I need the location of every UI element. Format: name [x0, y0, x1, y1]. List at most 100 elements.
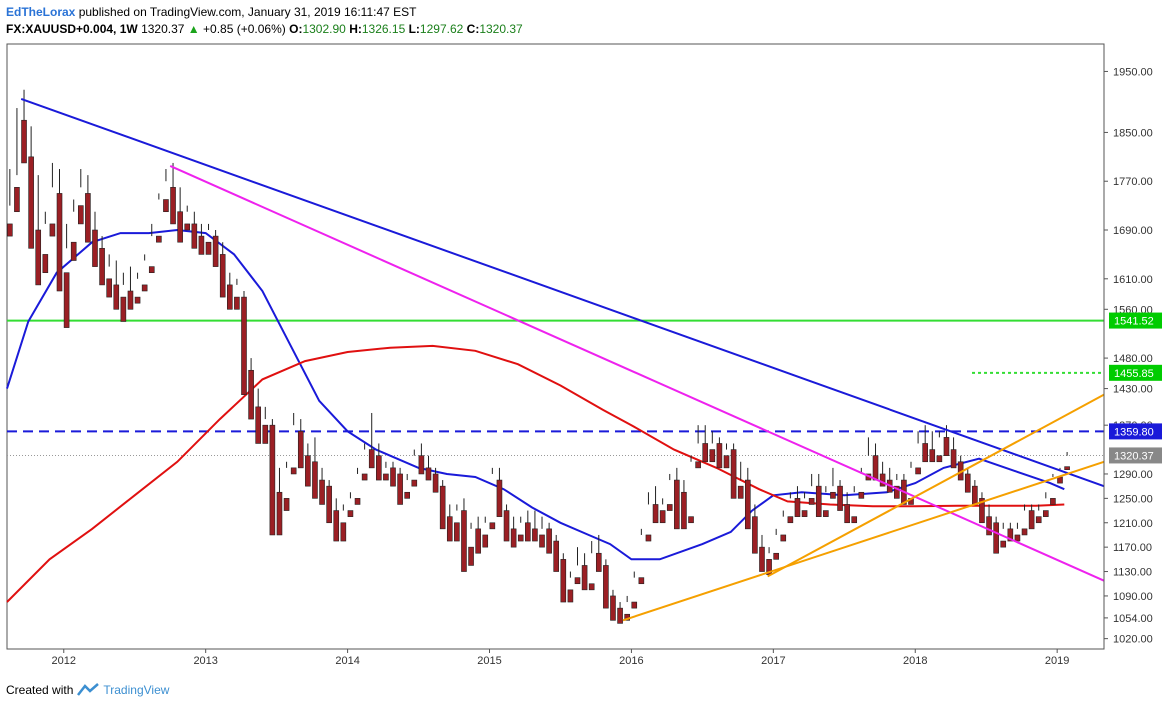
candle-body [49, 223, 56, 237]
price-tick-label: 1950.00 [1113, 66, 1153, 78]
candle-body [163, 199, 169, 213]
candle-body [879, 473, 886, 487]
candle-body [510, 528, 517, 548]
candle-body [496, 479, 503, 517]
candle-body [241, 296, 247, 395]
candle-body [461, 510, 467, 572]
candle-body [276, 491, 283, 536]
trend-line[interactable] [169, 165, 1105, 582]
candle-body [297, 430, 304, 469]
candle-body [42, 254, 49, 274]
candle-body [525, 522, 531, 542]
candle-body [851, 516, 858, 524]
time-tick-label: 2017 [761, 655, 785, 667]
candle-body [319, 479, 325, 505]
candle-body [808, 498, 815, 505]
candle-body [922, 443, 928, 463]
published-text: published on TradingView.com, January 31… [78, 5, 417, 19]
candle-body [376, 455, 382, 481]
candle-body [560, 559, 567, 603]
close-value: 1320.37 [479, 22, 523, 36]
candle-body [929, 449, 936, 463]
candle-body [198, 235, 205, 255]
candle-body [63, 272, 70, 328]
candle-body [894, 485, 900, 499]
candle-body [269, 424, 276, 536]
candle-body [482, 534, 489, 548]
trend-line[interactable] [767, 393, 1105, 578]
candle-body [191, 223, 198, 249]
candle-body [858, 491, 865, 499]
candle-body [730, 449, 737, 499]
price-tag-label: 1541.52 [1114, 316, 1154, 328]
trend-line[interactable] [20, 97, 1105, 488]
price-tag [1109, 364, 1162, 381]
price-tick-label: 1770.00 [1113, 176, 1153, 188]
candle-body [844, 504, 850, 524]
candle-body [1064, 466, 1070, 470]
price-tag-label: 1455.85 [1114, 368, 1154, 380]
candle-body [156, 235, 162, 243]
candle-body [99, 248, 105, 286]
trend-line[interactable] [622, 460, 1105, 622]
tradingview-logo-icon [77, 683, 100, 696]
moving-averages [6, 228, 1065, 603]
candle-body [659, 510, 666, 524]
candle-body [1000, 540, 1007, 548]
candle-body [695, 461, 701, 469]
candle-body [120, 296, 127, 322]
candle-body [567, 589, 574, 603]
candle-body [823, 510, 829, 517]
candle-body [404, 491, 410, 499]
candle-body [77, 205, 84, 225]
candle-body [177, 211, 183, 243]
price-axis[interactable]: 1950.001850.001770.001690.001610.001560.… [1103, 44, 1153, 649]
candle-body [347, 510, 354, 517]
candle-body [702, 443, 709, 463]
candle-body [950, 449, 957, 469]
tradingview-brand-link[interactable]: TradingView [103, 683, 170, 697]
moving-average-line [6, 228, 1065, 561]
candle-body [688, 516, 694, 524]
candle-body [475, 528, 481, 554]
author-name[interactable]: EdTheLorax [6, 5, 76, 19]
price-tick-label: 1090.00 [1113, 591, 1153, 603]
horizontal-lines[interactable] [7, 319, 1104, 456]
time-tick-label: 2019 [1045, 655, 1069, 667]
candle-body [425, 467, 432, 481]
open-value: 1302.90 [302, 22, 346, 36]
candle-body [184, 223, 191, 231]
trend-lines[interactable] [20, 97, 1105, 622]
candle-body [993, 522, 999, 554]
candle-body [1050, 498, 1056, 505]
candle-body [340, 522, 347, 542]
time-axis[interactable]: 2012 2013 2014 2015 2016 2017 2018 2019 [7, 648, 1104, 667]
candle-body [801, 510, 808, 517]
candle-body [915, 467, 921, 475]
candle-body [631, 601, 638, 609]
candle-body [212, 235, 219, 267]
candle-body [141, 284, 148, 292]
candle-body [666, 504, 673, 511]
price-tick-label: 1480.00 [1113, 353, 1153, 365]
price-tag-label: 1320.37 [1114, 450, 1154, 462]
candle-body [1021, 528, 1028, 536]
candle-body [1028, 510, 1035, 530]
up-arrow-icon: ▲ [187, 22, 200, 36]
candle-body [468, 546, 474, 566]
candle-body [652, 504, 659, 524]
candle-body [234, 296, 240, 310]
candle-body [312, 461, 318, 499]
candle-body [28, 156, 34, 249]
price-tick-label: 1170.00 [1113, 542, 1152, 554]
candle-body [148, 266, 155, 274]
candle-body [383, 473, 389, 481]
candle-body [361, 473, 368, 481]
candle-body [603, 565, 609, 609]
candle-body [411, 479, 418, 487]
price-tick-label: 1020.00 [1113, 634, 1153, 646]
price-tick-label: 1250.00 [1113, 493, 1153, 505]
price-tags: 1541.52 1455.85 1359.80 1320.37 [1109, 312, 1162, 464]
candle-body [205, 241, 212, 255]
